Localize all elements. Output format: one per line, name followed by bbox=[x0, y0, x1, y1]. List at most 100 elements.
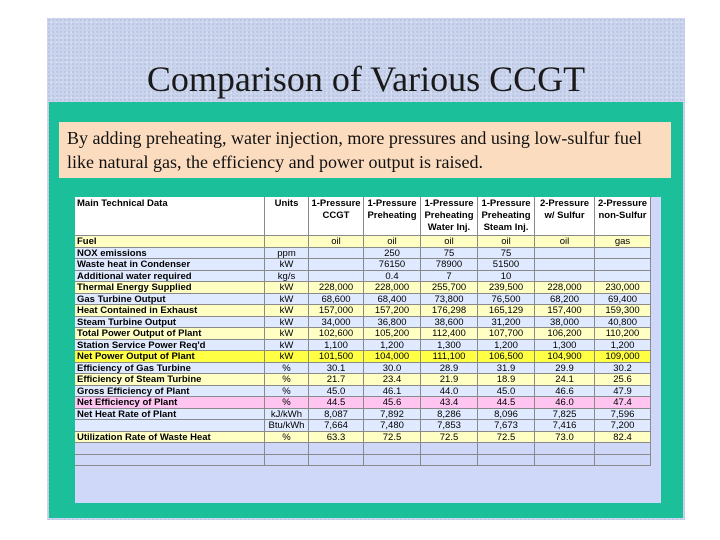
table-cell bbox=[595, 247, 651, 259]
table-cell: 75 bbox=[478, 247, 535, 259]
table-cell: 8,286 bbox=[421, 408, 478, 420]
row-label: Utilization Rate of Waste Heat bbox=[75, 431, 265, 443]
table-cell: oil bbox=[478, 236, 535, 248]
table-cell: 106,200 bbox=[535, 328, 595, 340]
row-label: NOX emissions bbox=[75, 247, 265, 259]
table-cell: gas bbox=[595, 236, 651, 248]
row-label: Net Heat Rate of Plant bbox=[75, 408, 265, 420]
table-cell bbox=[421, 443, 478, 455]
technical-data-table: Main Technical Data Units 1-Pressure CCGT 1… bbox=[75, 197, 661, 503]
table-cell: 107,700 bbox=[478, 328, 535, 340]
row-unit bbox=[265, 236, 309, 248]
table-cell: 44.5 bbox=[478, 397, 535, 409]
table-cell: 1,200 bbox=[478, 339, 535, 351]
table-cell: 106,500 bbox=[478, 351, 535, 363]
table-cell: 34,000 bbox=[309, 316, 364, 328]
table-cell: 82.4 bbox=[595, 431, 651, 443]
table-cell: 255,700 bbox=[421, 282, 478, 294]
table-cell: 228,000 bbox=[535, 282, 595, 294]
table-cell bbox=[535, 454, 595, 466]
row-unit: % bbox=[265, 385, 309, 397]
table-header-cell: 1-Pressure CCGT bbox=[309, 197, 364, 236]
table-cell: 40,800 bbox=[595, 316, 651, 328]
table-cell: 36,800 bbox=[364, 316, 421, 328]
row-label: Efficiency of Gas Turbine bbox=[75, 362, 265, 374]
table-cell: 69,400 bbox=[595, 293, 651, 305]
table-cell bbox=[309, 259, 364, 271]
table-cell bbox=[535, 443, 595, 455]
row-label: Waste heat in Condenser bbox=[75, 259, 265, 271]
table-cell: 76150 bbox=[364, 259, 421, 271]
table-cell: 228,000 bbox=[309, 282, 364, 294]
table-cell: 111,100 bbox=[421, 351, 478, 363]
table-cell: 228,000 bbox=[364, 282, 421, 294]
table-cell bbox=[309, 270, 364, 282]
table-cell: 250 bbox=[364, 247, 421, 259]
table-cell bbox=[309, 247, 364, 259]
table-cell: 7,664 bbox=[309, 420, 364, 432]
table-cell: 1,200 bbox=[364, 339, 421, 351]
table-cell: 10 bbox=[478, 270, 535, 282]
table-cell: 7,853 bbox=[421, 420, 478, 432]
row-label: Steam Turbine Output bbox=[75, 316, 265, 328]
table-cell bbox=[364, 454, 421, 466]
table-cell bbox=[595, 259, 651, 271]
table-cell: 7,480 bbox=[364, 420, 421, 432]
table-cell: 21.9 bbox=[421, 374, 478, 386]
table-cell: 8,087 bbox=[309, 408, 364, 420]
table-cell: 159,300 bbox=[595, 305, 651, 317]
table-cell: 7 bbox=[421, 270, 478, 282]
row-label: Additional water required bbox=[75, 270, 265, 282]
row-unit: kW bbox=[265, 328, 309, 340]
table-cell: 7,200 bbox=[595, 420, 651, 432]
row-label: Heat Contained in Exhaust bbox=[75, 305, 265, 317]
table-cell: oil bbox=[535, 236, 595, 248]
table-cell: 51500 bbox=[478, 259, 535, 271]
table-cell bbox=[309, 443, 364, 455]
table-header-cell: 1-Pressure Preheating bbox=[364, 197, 421, 236]
table-cell: 44.5 bbox=[309, 397, 364, 409]
slide: Comparison of Various CCGT By adding pre… bbox=[47, 18, 685, 520]
table-cell: 102,600 bbox=[309, 328, 364, 340]
table-cell: 73,800 bbox=[421, 293, 478, 305]
table-cell: 105,200 bbox=[364, 328, 421, 340]
table-cell: 18.9 bbox=[478, 374, 535, 386]
table-cell: 1,200 bbox=[595, 339, 651, 351]
table-cell: 1,100 bbox=[309, 339, 364, 351]
table-cell bbox=[421, 454, 478, 466]
table-cell: 31.9 bbox=[478, 362, 535, 374]
table-cell: 29.9 bbox=[535, 362, 595, 374]
table-cell bbox=[595, 270, 651, 282]
row-unit: % bbox=[265, 374, 309, 386]
table-cell: 25.6 bbox=[595, 374, 651, 386]
row-unit: % bbox=[265, 431, 309, 443]
row-label bbox=[75, 420, 265, 432]
row-unit: kW bbox=[265, 305, 309, 317]
table-cell: 46.6 bbox=[535, 385, 595, 397]
row-unit: % bbox=[265, 397, 309, 409]
table-cell bbox=[309, 454, 364, 466]
row-label bbox=[75, 443, 265, 455]
content-panel: By adding preheating, water injection, m… bbox=[49, 102, 683, 518]
table-cell: 176,298 bbox=[421, 305, 478, 317]
table-cell: 7,596 bbox=[595, 408, 651, 420]
table-cell: 76,500 bbox=[478, 293, 535, 305]
table-cell: 47.9 bbox=[595, 385, 651, 397]
row-label: Station Service Power Req'd bbox=[75, 339, 265, 351]
table-cell: 157,200 bbox=[364, 305, 421, 317]
row-unit: kW bbox=[265, 316, 309, 328]
row-unit bbox=[265, 454, 309, 466]
table-cell bbox=[478, 454, 535, 466]
table-cell: 63.3 bbox=[309, 431, 364, 443]
row-label: Net Power Output of Plant bbox=[75, 351, 265, 363]
table-cell: 72.5 bbox=[364, 431, 421, 443]
table-cell: 165,129 bbox=[478, 305, 535, 317]
table-cell: 157,000 bbox=[309, 305, 364, 317]
row-unit: kg/s bbox=[265, 270, 309, 282]
row-unit: ppm bbox=[265, 247, 309, 259]
table-cell: 43.4 bbox=[421, 397, 478, 409]
row-unit: kW bbox=[265, 351, 309, 363]
table-cell: 1,300 bbox=[421, 339, 478, 351]
table-cell: oil bbox=[421, 236, 478, 248]
table-cell: 31,200 bbox=[478, 316, 535, 328]
